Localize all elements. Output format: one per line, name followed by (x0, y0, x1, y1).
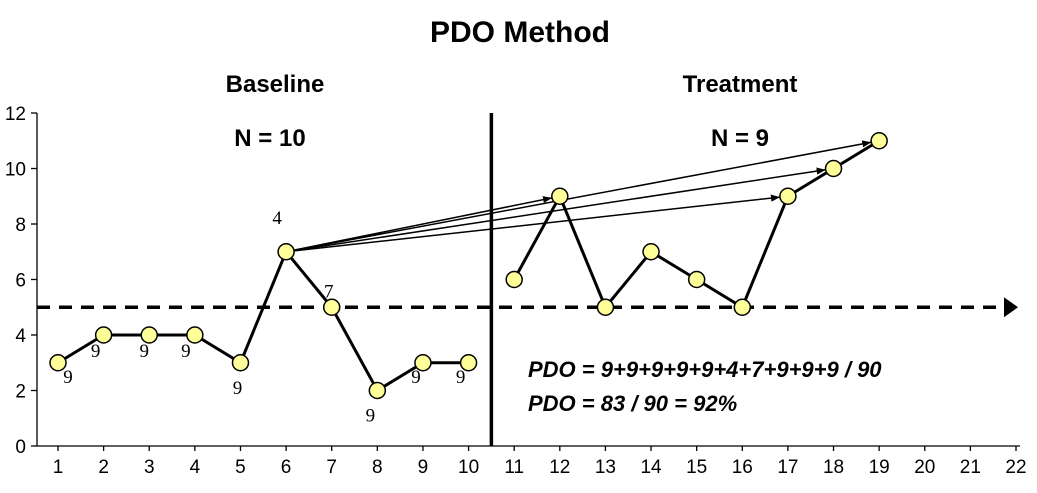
y-tick-label: 4 (15, 326, 26, 347)
x-tick-label: 5 (235, 457, 246, 478)
point-label: 9 (456, 367, 466, 388)
data-point (505, 270, 523, 289)
x-tick-label: 13 (595, 457, 616, 478)
data-point (414, 354, 432, 372)
x-tick-label: 19 (869, 457, 890, 478)
annotation-formula-1: PDO = 9+9+9+9+9+4+7+9+9+9 / 90 (528, 357, 882, 382)
data-point (140, 326, 158, 344)
x-tick-label: 4 (190, 457, 201, 478)
data-point (277, 243, 295, 261)
x-tick-label: 1 (53, 457, 64, 478)
y-tick-label: 10 (5, 160, 26, 181)
series-line (57, 248, 469, 393)
data-point (231, 354, 250, 372)
x-tick-label: 14 (640, 457, 662, 478)
n-label-baseline: N = 10 (234, 125, 305, 152)
point-label: 9 (139, 341, 149, 362)
data-point (459, 354, 478, 372)
point-label: 9 (181, 341, 191, 362)
x-tick-label: 10 (458, 457, 479, 478)
point-label: 9 (233, 378, 243, 399)
y-tick-label: 12 (5, 104, 26, 125)
point-label: 9 (366, 406, 376, 427)
data-point (733, 298, 752, 316)
y-tick-label: 0 (15, 437, 26, 458)
x-tick-label: 20 (914, 457, 935, 478)
trend-arrow (286, 194, 781, 253)
x-tick-label: 11 (504, 457, 524, 478)
data-point (186, 326, 204, 344)
data-point (368, 381, 387, 400)
x-tick-label: 16 (732, 457, 753, 478)
data-point (596, 298, 615, 316)
x-tick-label: 8 (372, 457, 383, 478)
x-tick-label: 9 (418, 457, 429, 478)
data-point (551, 187, 569, 205)
data-point (687, 270, 706, 289)
x-tick-label: 6 (281, 457, 292, 478)
trend-arrow (285, 140, 872, 253)
point-label: 9 (63, 367, 73, 388)
x-tick-label: 21 (960, 457, 981, 478)
y-tick-label: 8 (15, 215, 26, 236)
arrows-group (285, 140, 872, 253)
reference-line-arrowhead (1004, 297, 1018, 318)
x-tick-label: 3 (144, 457, 155, 478)
x-tick-label: 22 (1005, 457, 1026, 478)
reference-line-group (37, 297, 1018, 318)
y-tick-label: 2 (15, 382, 26, 403)
x-tick-label: 2 (98, 457, 109, 478)
point-label: 9 (91, 341, 101, 362)
chart-title: PDO Method (430, 16, 610, 49)
data-point (322, 298, 341, 316)
annotation-formula-2: PDO = 83 / 90 = 92% (528, 391, 737, 416)
data-point (94, 326, 113, 344)
point-label: 9 (411, 367, 421, 388)
phase-label-baseline: Baseline (226, 71, 325, 98)
data-point (642, 243, 660, 261)
x-tick-label: 17 (777, 457, 798, 478)
data-point (779, 187, 797, 205)
x-tick-label: 7 (326, 457, 337, 478)
x-tick-label: 15 (686, 457, 707, 478)
data-point (49, 354, 67, 372)
trend-arrow (285, 167, 826, 253)
x-tick-label: 18 (823, 457, 844, 478)
point-label: 7 (324, 281, 334, 302)
n-label-treatment: N = 9 (711, 125, 769, 152)
series-group (49, 132, 888, 400)
data-point (870, 132, 888, 150)
x-tick-label: 12 (549, 457, 570, 478)
point-label: 4 (272, 208, 282, 229)
phase-label-treatment: Treatment (683, 71, 798, 98)
data-point (824, 159, 843, 178)
y-tick-label: 6 (15, 271, 26, 292)
